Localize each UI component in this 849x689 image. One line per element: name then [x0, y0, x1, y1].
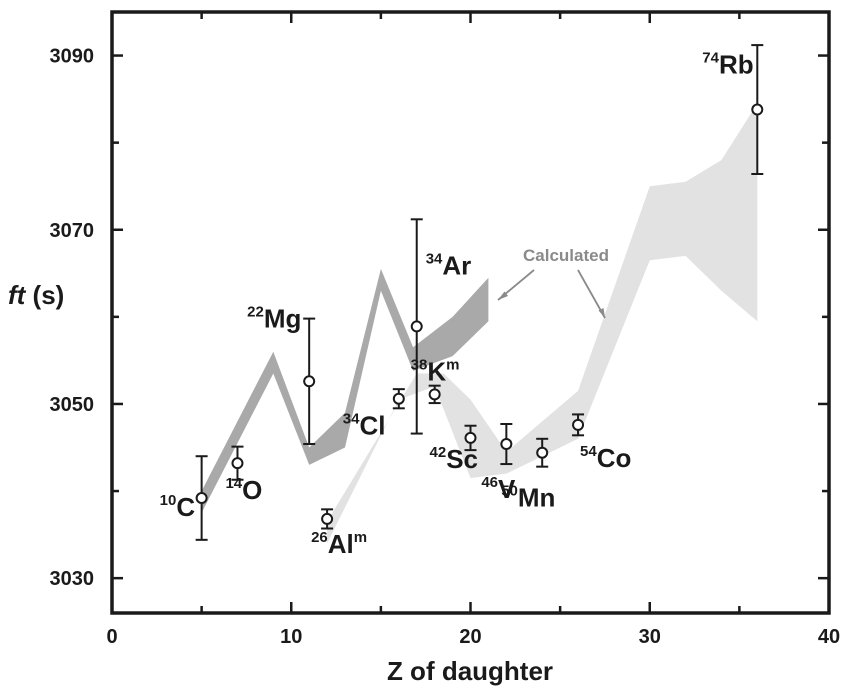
mass-number: 34	[426, 250, 443, 267]
element-symbol: Mn	[518, 483, 556, 513]
element-symbol: Mg	[264, 303, 302, 333]
data-point-74rb	[751, 44, 764, 176]
calculated-arrowhead-right	[598, 308, 605, 318]
data-marker	[321, 512, 334, 525]
y-axis-title-italic: ft	[8, 280, 27, 310]
mass-number: 14	[225, 475, 242, 492]
nuclide-label-22mg: 22Mg	[247, 303, 301, 333]
x-tick-label: 40	[818, 626, 840, 648]
data-marker	[536, 446, 549, 459]
data-marker	[572, 418, 585, 431]
data-marker	[392, 392, 405, 405]
data-point-46v	[500, 422, 513, 466]
data-marker	[428, 388, 441, 401]
x-tick-label: 20	[459, 626, 481, 648]
data-point-34ar	[410, 218, 423, 435]
mass-number: 50	[501, 483, 518, 500]
mass-number: 22	[247, 303, 264, 320]
data-point-22mg	[303, 317, 316, 446]
mass-number: 38	[411, 356, 428, 373]
element-symbol: O	[242, 475, 262, 505]
element-symbol: K	[427, 356, 446, 386]
data-point-54co	[572, 413, 585, 437]
calculated-arrowhead-left	[498, 291, 508, 300]
isomer-mark: m	[446, 356, 459, 373]
mass-number: 10	[160, 492, 177, 509]
mass-number: 54	[580, 443, 597, 460]
element-symbol: Sc	[446, 444, 478, 474]
nuclide-label-26al-isomer: 26Alm	[311, 529, 367, 559]
nuclide-labels: 10C14O22Mg26Alm34Cl34Ar38Km42Sc46V50Mn54…	[160, 50, 754, 559]
nuclide-label-34ar: 34Ar	[426, 250, 472, 280]
calculated-band-1	[201, 268, 489, 513]
mass-number: 26	[311, 529, 328, 546]
mass-number: 42	[430, 444, 447, 461]
element-symbol: Co	[597, 443, 632, 473]
calculated-annotation: Calculated	[497, 246, 609, 319]
calculated-bands	[201, 103, 758, 544]
mass-number: 34	[343, 411, 360, 428]
calculated-band-2	[327, 103, 758, 544]
element-symbol: V	[498, 474, 516, 504]
x-tick-label: 0	[106, 626, 117, 648]
axis-tick-labels: 0 10 20 30 40 3030 3050 3070 3090	[50, 46, 841, 648]
x-tick-label: 30	[639, 626, 661, 648]
data-point-42sc	[464, 424, 477, 452]
calculated-label: Calculated	[523, 246, 609, 265]
nuclide-label-42sc: 42Sc	[430, 444, 479, 474]
nuclide-label-14o: 14O	[225, 475, 262, 505]
element-symbol: Cl	[359, 411, 385, 441]
plot-frame	[110, 10, 831, 615]
y-tick-label: 3070	[50, 220, 95, 242]
isomer-mark: m	[354, 529, 367, 546]
mass-number: 74	[702, 50, 719, 67]
nuclide-label-34cl: 34Cl	[343, 411, 386, 441]
x-tick-label: 10	[280, 626, 302, 648]
data-marker	[410, 320, 423, 333]
data-marker	[195, 492, 208, 505]
nuclide-label-54co: 54Co	[580, 443, 631, 473]
data-point-34cl	[392, 388, 405, 410]
element-symbol: Rb	[719, 50, 754, 80]
y-tick-label: 3030	[50, 568, 95, 590]
x-axis-title: Z of daughter	[387, 656, 553, 686]
y-tick-label: 3090	[50, 46, 95, 68]
nuclide-label-74rb: 74Rb	[702, 50, 753, 80]
data-marker	[464, 431, 477, 444]
data-marker	[303, 375, 316, 388]
y-tick-label: 3050	[50, 394, 95, 416]
element-symbol: Al	[328, 529, 354, 559]
data-point-50mn	[536, 437, 549, 468]
data-marker	[751, 103, 764, 116]
y-axis-title-unit: (s)	[25, 280, 64, 310]
data-point-10c	[195, 455, 208, 541]
data-marker	[231, 457, 244, 470]
nuclide-label-38k-isomer: 38Km	[411, 356, 460, 386]
nuclide-label-10c: 10C	[160, 492, 196, 522]
element-symbol: Ar	[442, 250, 471, 280]
data-point-14o	[231, 445, 244, 481]
nuclide-label-46v: 46V	[481, 474, 516, 504]
data-points	[195, 44, 764, 541]
nuclide-label-50mn: 50Mn	[501, 483, 555, 513]
y-axis-title: ft (s)	[8, 280, 64, 310]
data-point-38k-isomer	[428, 384, 441, 405]
data-marker	[500, 438, 513, 451]
data-point-26al-isomer	[321, 508, 334, 530]
element-symbol: C	[176, 492, 195, 522]
mass-number: 46	[481, 474, 498, 491]
